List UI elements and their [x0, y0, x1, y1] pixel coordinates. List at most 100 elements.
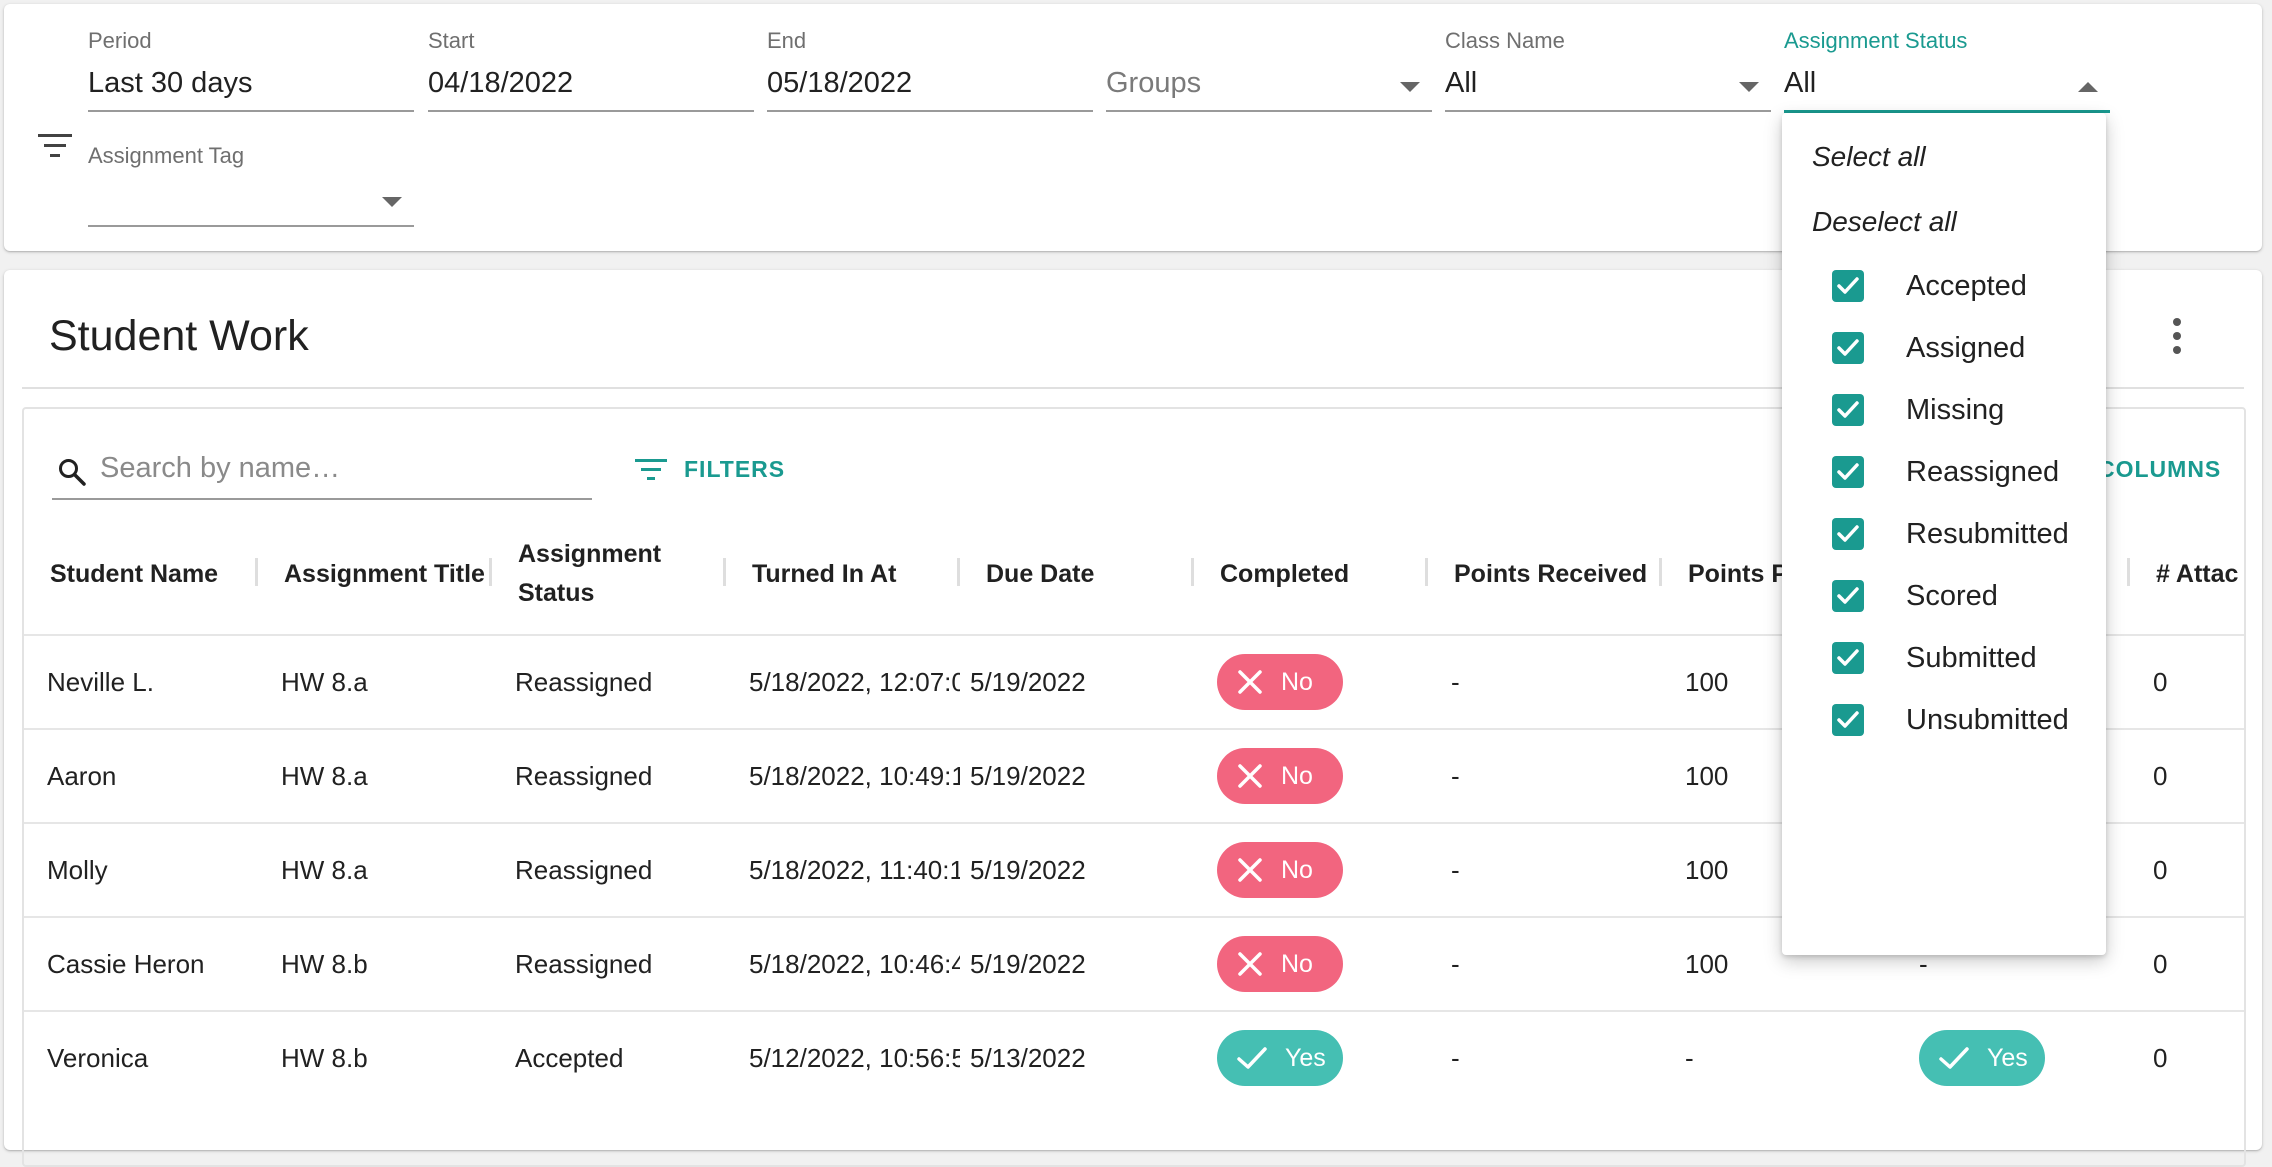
due-date-text: 5/19/2022 [970, 760, 1086, 791]
attachments-cell: 0 [2130, 636, 2244, 728]
table-header: Student Name Assignment Title Assignment… [24, 514, 2244, 634]
due-date-text: 5/13/2022 [970, 1042, 1086, 1073]
status-option-accepted[interactable]: Accepted [1832, 262, 2027, 310]
dropdown-caret-icon [1400, 82, 1420, 92]
due-date-text: 5/19/2022 [970, 666, 1086, 697]
end-date-field[interactable]: End 05/18/2022 [767, 4, 1093, 116]
attachments-text: 0 [2153, 666, 2168, 697]
points-possible-text: - [1685, 1042, 1694, 1073]
start-date-field[interactable]: Start 04/18/2022 [428, 4, 754, 116]
points-received-text: - [1451, 854, 1460, 885]
checkbox-checked-icon[interactable] [1832, 580, 1864, 612]
badge-label: Yes [1987, 1043, 2028, 1072]
groups-placeholder: Groups [1106, 67, 1202, 99]
assignment-status-select[interactable]: Assignment Status All [1784, 4, 2110, 116]
turned-in-at-cell: 5/18/2022, 10:49:1 [726, 730, 960, 822]
status-option-scored[interactable]: Scored [1832, 572, 1998, 620]
deselect-all-option[interactable]: Deselect all [1812, 206, 1957, 237]
status-option-submitted[interactable]: Submitted [1832, 634, 2037, 682]
turned-in-at-text: 5/18/2022, 11:40:1 [749, 854, 960, 885]
completed-yes-badge: Yes [1217, 1030, 1343, 1086]
assignment-tag-select[interactable]: Assignment Tag [88, 119, 414, 231]
student-name-cell: Cassie Heron [24, 918, 258, 1010]
status-option-assigned[interactable]: Assigned [1832, 324, 2025, 372]
column-header-points-received[interactable]: Points Received [1428, 514, 1662, 634]
student-name-cell: Molly [24, 824, 258, 916]
completed-no-badge: No [1217, 936, 1343, 992]
close-icon [1238, 952, 1262, 976]
column-header-completed[interactable]: Completed [1194, 514, 1428, 634]
class-name-label: Class Name [1445, 28, 1565, 53]
turned-in-at-text: 5/18/2022, 10:49:1 [749, 760, 960, 791]
attachments-cell: 0 [2130, 824, 2244, 916]
turned-in-at-text: 5/18/2022, 10:46:4 [749, 948, 960, 979]
columns-label: COLUMNS [2098, 455, 2222, 482]
table-row[interactable]: Cassie Heron HW 8.b Reassigned 5/18/2022, 1… [24, 916, 2244, 1010]
checkbox-checked-icon[interactable] [1832, 332, 1864, 364]
divider [22, 387, 2244, 389]
field-underline [1106, 110, 1432, 112]
filter-icon[interactable] [36, 130, 74, 162]
column-header-turned-in-at[interactable]: Turned In At [726, 514, 960, 634]
status-option-reassigned[interactable]: Reassigned [1832, 448, 2059, 496]
column-header-student-name[interactable]: Student Name [24, 514, 258, 634]
search-box [52, 444, 592, 500]
points-received-cell: - [1428, 824, 1662, 916]
status-option-label: Unsubmitted [1906, 703, 2069, 736]
table-row[interactable]: Neville L. HW 8.a Reassigned 5/18/2022, 12:… [24, 634, 2244, 728]
student-name-text: Veronica [47, 1042, 149, 1073]
groups-select[interactable]: Groups [1106, 4, 1432, 116]
status-option-missing[interactable]: Missing [1832, 386, 2004, 434]
period-field[interactable]: Period Last 30 days [88, 4, 414, 116]
filters-button[interactable]: FILTERS [634, 447, 785, 491]
column-header-hidden[interactable] [1896, 514, 2130, 634]
filters-label: FILTERS [684, 455, 786, 482]
checkbox-checked-icon[interactable] [1832, 394, 1864, 426]
table-row[interactable]: Aaron HW 8.a Reassigned 5/18/2022, 10:49:1 5… [24, 728, 2244, 822]
completed-no-badge: No [1217, 842, 1343, 898]
assignment-status-value: All [1784, 67, 1817, 99]
status-option-label: Missing [1906, 393, 2005, 426]
badge-label: Yes [1285, 1043, 1326, 1072]
status-option-label: Submitted [1906, 641, 2037, 674]
assignment-title-cell: HW 8.b [258, 918, 492, 1010]
points-possible-text: 100 [1685, 948, 1729, 979]
checkbox-checked-icon[interactable] [1832, 642, 1864, 674]
status-option-resubmitted[interactable]: Resubmitted [1832, 510, 2069, 558]
column-header-assignment-status[interactable]: Assignment Status [492, 514, 726, 634]
table-row[interactable]: Molly HW 8.a Reassigned 5/18/2022, 11:40:1 5… [24, 822, 2244, 916]
status-option-unsubmitted[interactable]: Unsubmitted [1832, 696, 2069, 744]
turned-in-at-cell: 5/18/2022, 10:46:4 [726, 918, 960, 1010]
points-received-cell: - [1428, 636, 1662, 728]
hidden-column-text: - [1919, 948, 1928, 979]
search-input[interactable] [98, 448, 578, 488]
checkbox-checked-icon[interactable] [1832, 270, 1864, 302]
assignment-status-cell: Reassigned [492, 824, 726, 916]
badge-label: No [1281, 761, 1313, 790]
checkbox-checked-icon[interactable] [1832, 456, 1864, 488]
student-name-text: Cassie Heron [47, 948, 205, 979]
checkbox-checked-icon[interactable] [1832, 704, 1864, 736]
student-name-cell: Aaron [24, 730, 258, 822]
close-icon [1238, 858, 1262, 882]
class-name-select[interactable]: Class Name All [1445, 4, 1771, 116]
assignment-title-cell: HW 8.b [258, 1012, 492, 1104]
assignment-status-text: Reassigned [515, 760, 653, 791]
assignment-title-cell: HW 8.a [258, 730, 492, 822]
badge-label: No [1281, 855, 1313, 884]
select-all-option[interactable]: Select all [1812, 141, 1926, 172]
points-possible-cell: 100 [1662, 636, 1896, 728]
period-label: Period [88, 28, 152, 53]
more-vert-icon[interactable] [2167, 314, 2187, 358]
hidden-column-cell: - [1896, 918, 2130, 1010]
column-header-attachments[interactable]: # Attac [2156, 559, 2239, 588]
hidden-column-cell: Yes [1896, 1012, 2130, 1104]
column-header-due-date[interactable]: Due Date [960, 514, 1194, 634]
column-header-assignment-title[interactable]: Assignment Title [258, 514, 492, 634]
columns-button[interactable]: COLUMNS [2098, 447, 2221, 491]
checkbox-checked-icon[interactable] [1832, 518, 1864, 550]
student-name-text: Aaron [47, 760, 117, 791]
close-icon [1238, 764, 1262, 788]
points-received-text: - [1451, 760, 1460, 791]
table-row[interactable]: Veronica HW 8.b Accepted 5/12/2022, 10:56:5… [24, 1010, 2244, 1104]
